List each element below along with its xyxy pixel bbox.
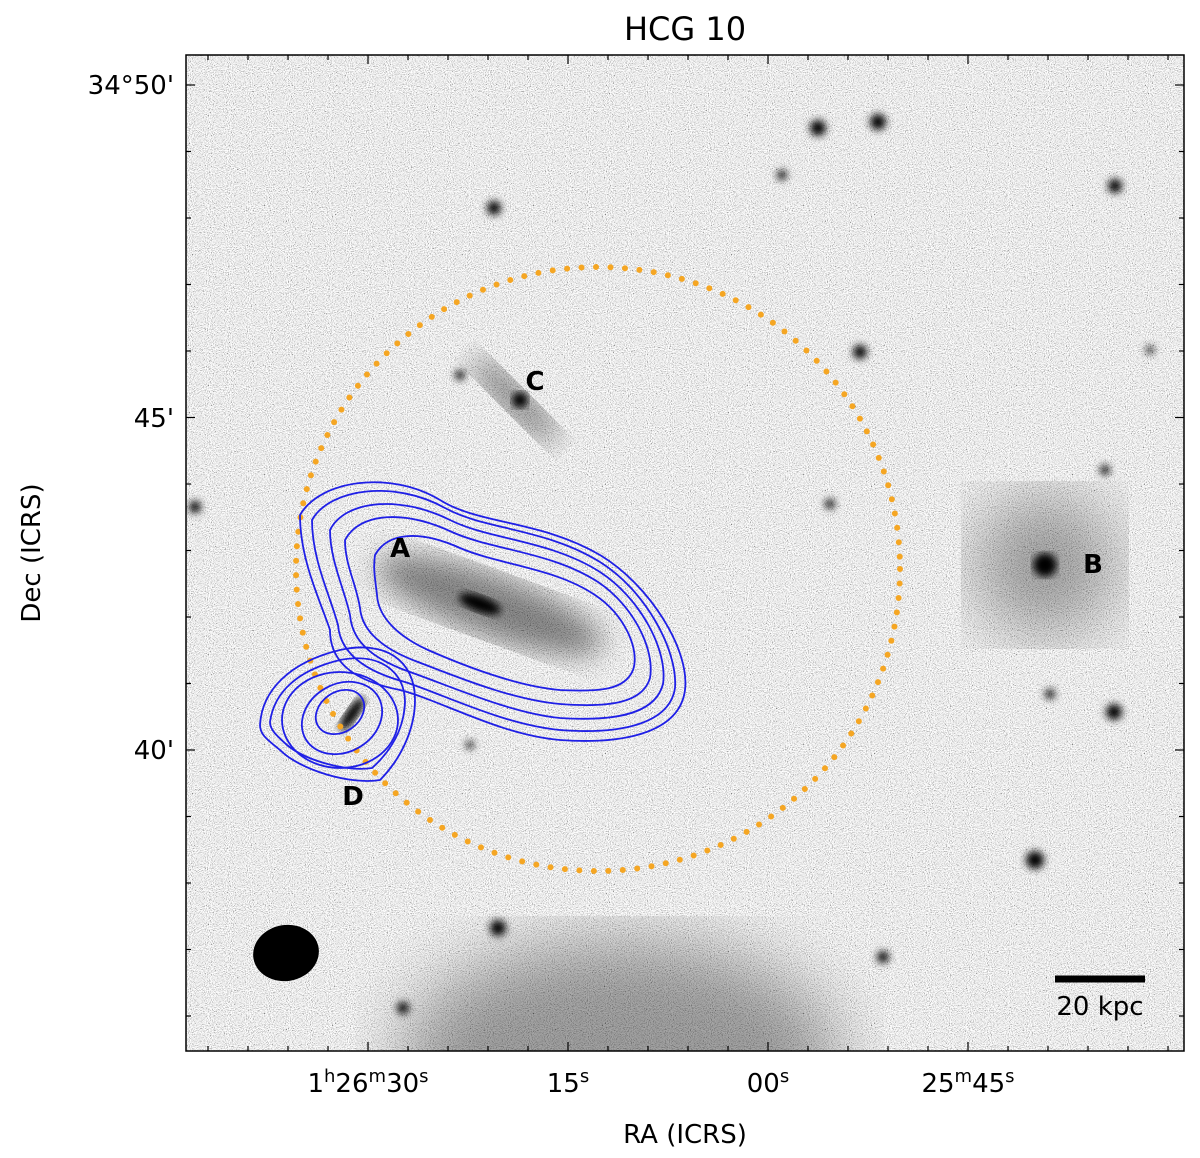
tick-unit: m [955, 1066, 973, 1087]
galaxy-labels: A B C D [342, 367, 1103, 812]
tick-number: 26 [335, 1069, 368, 1099]
tick-number: 00 [747, 1069, 780, 1099]
tick-number: 30 [386, 1069, 419, 1099]
plot-frame [185, 54, 1185, 1052]
tick-unit: s [580, 1066, 589, 1087]
x-tick-label: 15s [547, 1066, 589, 1099]
y-axis-label: Dec (ICRS) [17, 483, 47, 622]
tick-number: 1 [307, 1069, 324, 1099]
tick-number: 15 [547, 1069, 580, 1099]
hi-contours [259, 481, 687, 782]
galaxy-label: B [1083, 550, 1103, 580]
y-tick-label: 40' [134, 736, 174, 766]
y-tick-label: 34°50' [88, 71, 174, 101]
x-tick-labels: 1h26m30s 15s 00s 25m45s [307, 1066, 1014, 1099]
title: HCG 10 [624, 10, 746, 48]
x-tick-label: 1h26m30s [307, 1066, 428, 1099]
y-tick-label: 45' [134, 404, 174, 434]
galaxy-label: A [390, 534, 410, 564]
scale-label: 20 kpc [1056, 992, 1143, 1022]
group-circle [293, 264, 903, 874]
stars [189, 114, 1154, 1014]
beam [253, 924, 319, 982]
tick-unit: h [324, 1066, 335, 1087]
y-tick-labels: 34°50' 45' 40' [88, 71, 174, 766]
galaxy-label: D [342, 782, 364, 812]
x-tick-label: 00s [747, 1066, 789, 1099]
sky-image [186, 55, 1184, 1051]
ticks [186, 55, 1184, 1051]
tick-unit: s [780, 1066, 789, 1087]
x-tick-label: 25m45s [921, 1066, 1014, 1099]
tick-unit: m [369, 1066, 387, 1087]
tick-unit: s [419, 1066, 428, 1087]
galaxy-label: C [525, 367, 544, 397]
x-axis-label: RA (ICRS) [623, 1120, 747, 1150]
tick-number: 25 [921, 1069, 954, 1099]
tick-number: 45 [972, 1069, 1005, 1099]
tick-unit: s [1005, 1066, 1014, 1087]
